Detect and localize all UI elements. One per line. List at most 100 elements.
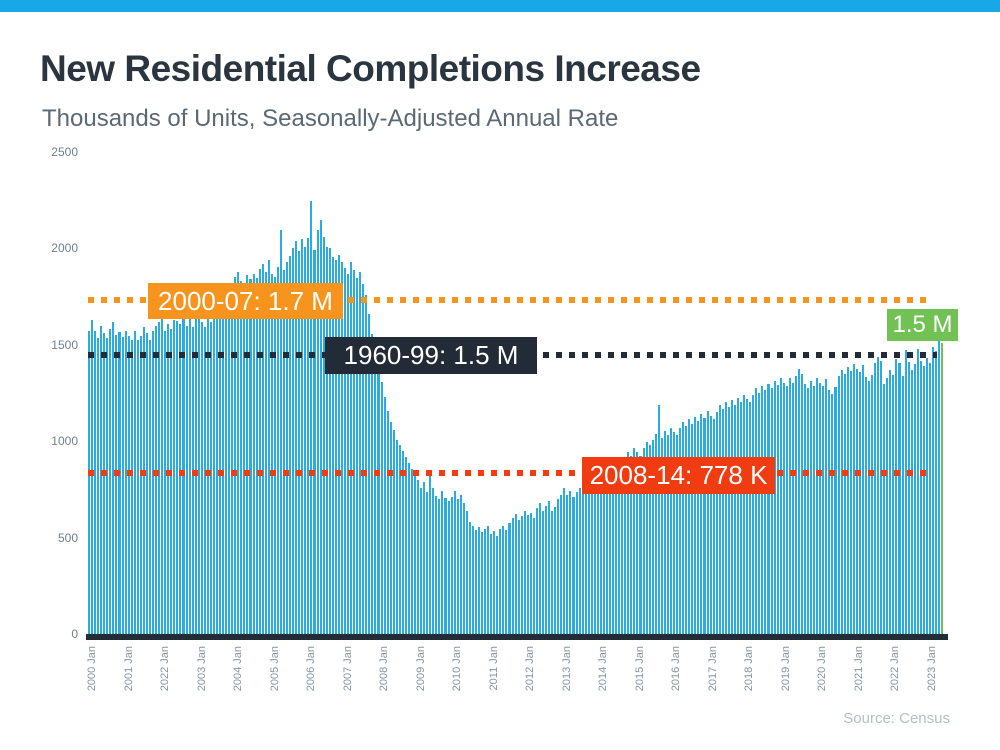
bar <box>679 428 682 634</box>
bar <box>310 200 313 634</box>
bar <box>264 271 267 634</box>
bar <box>819 383 822 634</box>
bar <box>676 435 679 634</box>
bar <box>389 422 392 634</box>
bar <box>484 528 487 634</box>
bar <box>874 363 877 634</box>
x-tick-label: 2022 Jan <box>889 646 902 692</box>
x-tick-label: 2005 Jan <box>268 646 281 692</box>
bar <box>435 495 438 634</box>
bar <box>337 255 340 634</box>
bar <box>837 376 840 634</box>
x-tick-label: 2021 Jan <box>852 646 865 692</box>
bar <box>499 528 502 634</box>
x-tick-label: 2013 Jan <box>560 646 573 692</box>
bar <box>800 373 804 634</box>
y-tick-label: 500 <box>57 530 78 545</box>
bar <box>868 381 871 634</box>
bar <box>185 325 188 634</box>
bar <box>688 418 691 634</box>
bar <box>155 325 158 634</box>
bar <box>718 405 721 634</box>
bar <box>654 433 657 634</box>
bar <box>651 440 654 634</box>
top-accent-bar <box>0 0 1000 12</box>
bar <box>267 259 270 634</box>
bar <box>496 535 499 634</box>
bar <box>520 516 523 634</box>
bar <box>861 364 864 634</box>
annotation-2000-07-average: 2000-07: 1.7 M <box>148 283 343 319</box>
bar <box>925 358 928 634</box>
bar <box>350 262 353 634</box>
bar <box>191 327 194 634</box>
bar <box>538 502 541 634</box>
bar <box>575 492 578 634</box>
bar <box>612 468 615 634</box>
x-tick-label: 2017 Jan <box>706 646 719 692</box>
bar <box>883 384 886 634</box>
bar <box>474 529 477 634</box>
bar <box>663 431 666 634</box>
bar <box>913 363 916 634</box>
bar <box>682 421 685 634</box>
bar <box>919 361 922 634</box>
bars-container <box>88 152 946 634</box>
bar <box>283 269 286 634</box>
bar <box>895 358 898 634</box>
bar <box>328 248 331 634</box>
x-tick-label: 2001 Jan <box>122 646 135 692</box>
bar <box>450 496 453 634</box>
bar <box>356 277 359 634</box>
bar <box>794 376 797 634</box>
bar <box>432 487 435 634</box>
bar <box>359 271 362 634</box>
bar <box>298 251 301 634</box>
bar <box>258 268 261 634</box>
bar <box>151 330 155 634</box>
bar <box>100 325 103 634</box>
bar <box>502 526 505 634</box>
bar <box>517 520 520 634</box>
bar <box>660 438 663 634</box>
bar <box>743 394 746 634</box>
bar <box>179 324 182 634</box>
bar <box>928 362 931 634</box>
bar <box>121 336 124 634</box>
bar <box>740 401 743 634</box>
bar <box>557 499 560 634</box>
bar <box>532 518 535 634</box>
bar <box>733 404 736 634</box>
x-tick-label: 2000 Jan <box>86 646 98 692</box>
bar <box>209 322 212 634</box>
bar <box>560 495 563 634</box>
bar <box>136 339 139 634</box>
bar <box>511 518 514 634</box>
bar <box>578 487 581 634</box>
bar <box>624 459 627 634</box>
bar <box>593 479 596 634</box>
bar <box>736 397 740 634</box>
bar <box>648 445 651 634</box>
bar <box>901 375 904 634</box>
bar <box>383 397 386 634</box>
x-tick-label: 2010 Jan <box>451 646 464 692</box>
bar <box>444 497 447 634</box>
bar <box>423 482 426 634</box>
bar <box>487 526 490 634</box>
bar <box>889 370 892 634</box>
bar <box>599 474 602 634</box>
bar <box>340 261 343 634</box>
bar <box>365 295 368 634</box>
bar <box>103 332 106 634</box>
bar <box>316 229 319 634</box>
bar <box>371 333 374 634</box>
bar <box>605 472 609 634</box>
bar <box>88 330 91 634</box>
bar <box>173 319 176 634</box>
bar <box>834 387 837 634</box>
bar <box>755 388 758 634</box>
bar <box>825 378 828 634</box>
bar <box>325 246 328 634</box>
bar <box>630 455 633 634</box>
